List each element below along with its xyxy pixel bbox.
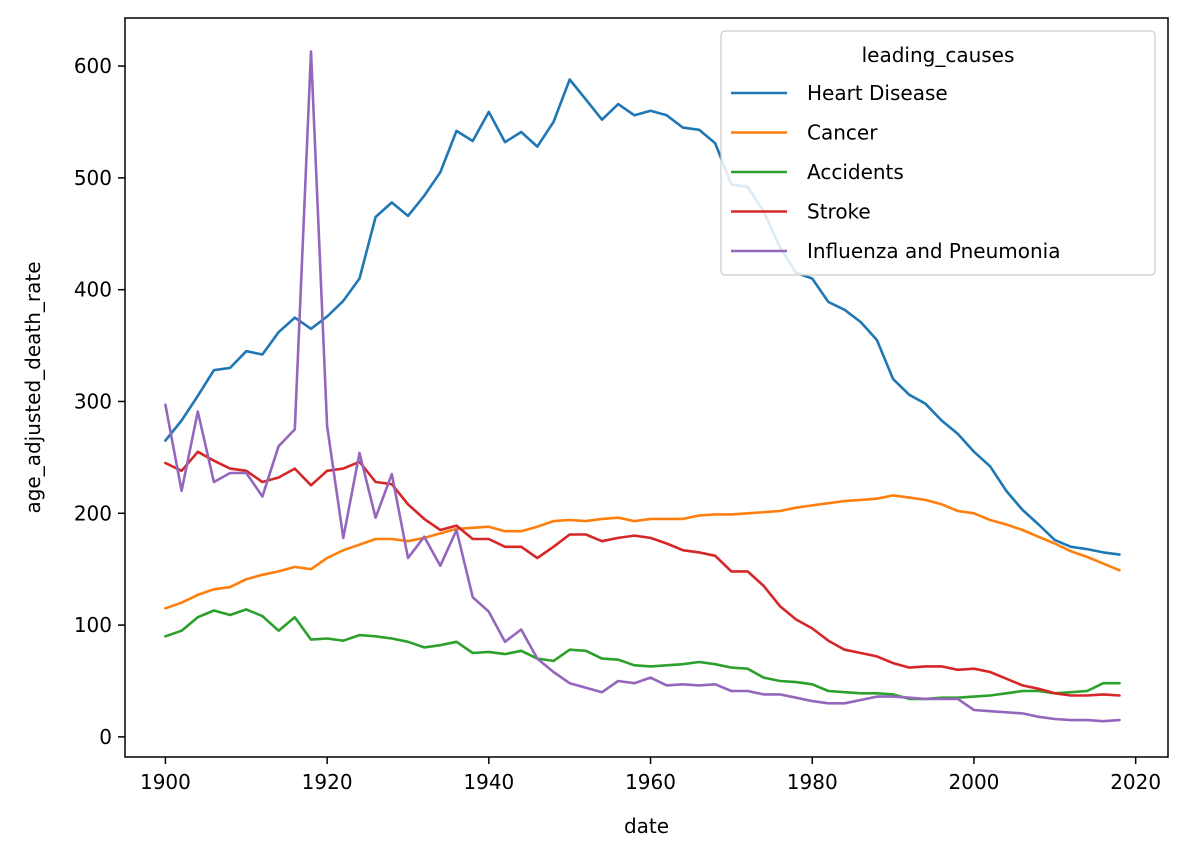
x-tick-label: 1920 (302, 770, 353, 794)
legend-title: leading_causes (862, 43, 1015, 67)
y-tick-label: 500 (74, 166, 112, 190)
y-axis-title: age_adjusted_death_rate (21, 261, 45, 513)
x-tick-label: 1960 (625, 770, 676, 794)
x-tick-label: 1900 (140, 770, 191, 794)
y-tick-label: 0 (99, 725, 112, 749)
plot-frame (124, 17, 1169, 758)
legend: leading_causes Heart Disease Cancer Accide… (720, 30, 1156, 276)
y-tick-label: 100 (74, 613, 112, 637)
x-tick-label: 2020 (1110, 770, 1161, 794)
legend-label: Influenza and Pneumonia (807, 239, 1061, 263)
x-axis-title: date (624, 814, 669, 838)
x-tick-label: 1940 (463, 770, 514, 794)
x-tick-label: 1980 (787, 770, 838, 794)
series-line-heart-disease (164, 78, 1121, 556)
y-tick-label: 600 (74, 54, 112, 78)
legend-label: Cancer (807, 121, 878, 145)
y-axis: 0 100 200 300 400 500 600 (74, 54, 125, 749)
legend-label: Stroke (807, 200, 871, 224)
series-line-influenza-and-pneumonia (164, 50, 1121, 723)
y-tick-label: 300 (74, 389, 112, 413)
legend-label: Accidents (807, 160, 904, 184)
x-axis: 1900 1920 1940 1960 1980 2000 2020 (140, 757, 1161, 794)
y-tick-label: 400 (74, 278, 112, 302)
y-tick-label: 200 (74, 501, 112, 525)
legend-label: Heart Disease (807, 81, 948, 105)
legend-box (720, 30, 1156, 276)
series-line-accidents (164, 608, 1121, 701)
x-tick-label: 2000 (949, 770, 1000, 794)
series-line-stroke (164, 450, 1121, 697)
series-lines (164, 50, 1121, 723)
legend-items: Heart Disease Cancer Accidents Stroke Influe… (731, 81, 1061, 263)
series-line-cancer (164, 494, 1121, 610)
plot-area (124, 17, 1169, 758)
